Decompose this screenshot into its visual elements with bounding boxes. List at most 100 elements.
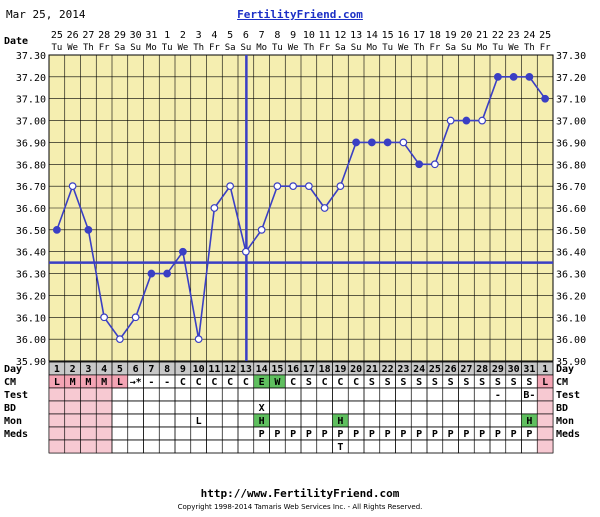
table-cell (48, 400, 66, 415)
cell-meds: P (369, 429, 375, 440)
cell-cm: L (542, 377, 548, 388)
row-label-right-cm: CM (556, 377, 568, 388)
cell-cm: C (211, 377, 217, 388)
table-cell (80, 400, 97, 415)
cell-cm: C (353, 377, 359, 388)
temp-point (415, 160, 424, 169)
cell-day: 4 (101, 364, 107, 375)
cell-day: 11 (208, 364, 220, 375)
cell-mon: L (196, 416, 202, 427)
cell-day: 5 (117, 364, 123, 375)
table-cell (536, 439, 554, 454)
y-tick-right: 36.10 (556, 313, 586, 324)
table-cell (536, 400, 554, 415)
temp-line-segment (323, 185, 342, 209)
table-cell (536, 426, 554, 441)
row-label-right-mon: Mon (556, 416, 574, 427)
temp-point (383, 138, 392, 147)
weekday-tick: Sa (114, 43, 125, 53)
cell-day: 23 (397, 364, 409, 375)
temp-point (446, 116, 455, 125)
temp-point (367, 138, 376, 147)
cell-cm: →* (130, 377, 142, 388)
y-tick-left: 37.10 (16, 95, 46, 106)
temp-point (289, 182, 298, 191)
y-tick-right: 36.40 (556, 248, 586, 259)
temp-line-segment (528, 76, 546, 100)
date-tick: 31 (145, 30, 157, 41)
date-tick: 29 (114, 30, 126, 41)
date-tick: 18 (429, 30, 441, 41)
temp-point (68, 182, 77, 191)
cell-day: 1 (542, 364, 548, 375)
temp-point (541, 94, 550, 103)
weekday-tick: Mo (366, 43, 377, 53)
table-cell (536, 387, 554, 402)
date-tick: 30 (130, 30, 142, 41)
cell-cm: C (322, 377, 328, 388)
cell-cm: C (290, 377, 296, 388)
cell-meds: P (416, 429, 422, 440)
temp-line-segment (229, 185, 247, 252)
weekday-tick: We (288, 43, 299, 53)
temp-point (226, 182, 235, 191)
cell-meds: P (432, 429, 438, 440)
cell-test: - (495, 390, 501, 401)
temp-line-segment (56, 185, 74, 231)
weekday-tick: Tu (162, 43, 173, 53)
cell-cm: S (369, 377, 375, 388)
y-tick-right: 36.50 (556, 226, 586, 237)
footer-url[interactable]: http://www.FertilityFriend.com (200, 487, 400, 500)
cell-meds: P (479, 429, 485, 440)
weekday-tick: We (398, 43, 409, 53)
temp-line-segment (134, 273, 153, 318)
temp-line-segment (402, 141, 420, 165)
date-tick: 8 (274, 30, 280, 41)
cell-cm: S (526, 377, 532, 388)
cell-day: 19 (334, 364, 346, 375)
weekday-tick: Th (414, 43, 425, 53)
y-tick-left: 36.50 (16, 226, 46, 237)
cell-day: 31 (523, 364, 535, 375)
weekday-tick: Mo (146, 43, 157, 53)
cell-day: 13 (240, 364, 252, 375)
y-tick-left: 36.70 (16, 182, 46, 193)
table-cell (80, 439, 97, 454)
y-tick-left: 37.00 (16, 117, 46, 128)
table-cell (80, 426, 97, 441)
cell-cm: L (54, 377, 60, 388)
cell-day: 15 (271, 364, 283, 375)
temp-point (336, 182, 345, 191)
temp-point (52, 225, 61, 234)
temp-line-segment (197, 207, 216, 340)
cell-meds: P (274, 429, 280, 440)
y-tick-right: 36.70 (556, 182, 586, 193)
y-tick-right: 35.90 (556, 357, 586, 368)
weekday-tick: Sa (335, 43, 346, 53)
weekday-tick: Su (130, 43, 141, 53)
y-tick-left: 36.60 (16, 204, 46, 215)
temp-point (493, 72, 502, 81)
temp-line-segment (71, 185, 90, 231)
cell-cm: C (227, 377, 233, 388)
cell-cm: S (495, 377, 501, 388)
weekday-tick: Su (240, 43, 251, 53)
table-cell (80, 387, 97, 402)
cell-cm: C (180, 377, 186, 388)
cell-meds: P (337, 429, 343, 440)
site-link[interactable]: FertilityFriend.com (237, 8, 363, 21)
y-tick-right: 37.20 (556, 73, 586, 84)
weekday-tick: We (177, 43, 188, 53)
weekday-tick: Su (351, 43, 362, 53)
date-tick: 5 (227, 30, 233, 41)
y-tick-left: 35.90 (16, 357, 46, 368)
weekday-tick: We (508, 43, 519, 53)
temp-point (194, 335, 203, 344)
temp-point (399, 138, 408, 147)
temp-line-segment (260, 185, 279, 231)
cell-cm: S (400, 377, 406, 388)
row-label-day: Day (4, 364, 22, 375)
table-cell (48, 387, 66, 402)
cell-cm: C (337, 377, 343, 388)
